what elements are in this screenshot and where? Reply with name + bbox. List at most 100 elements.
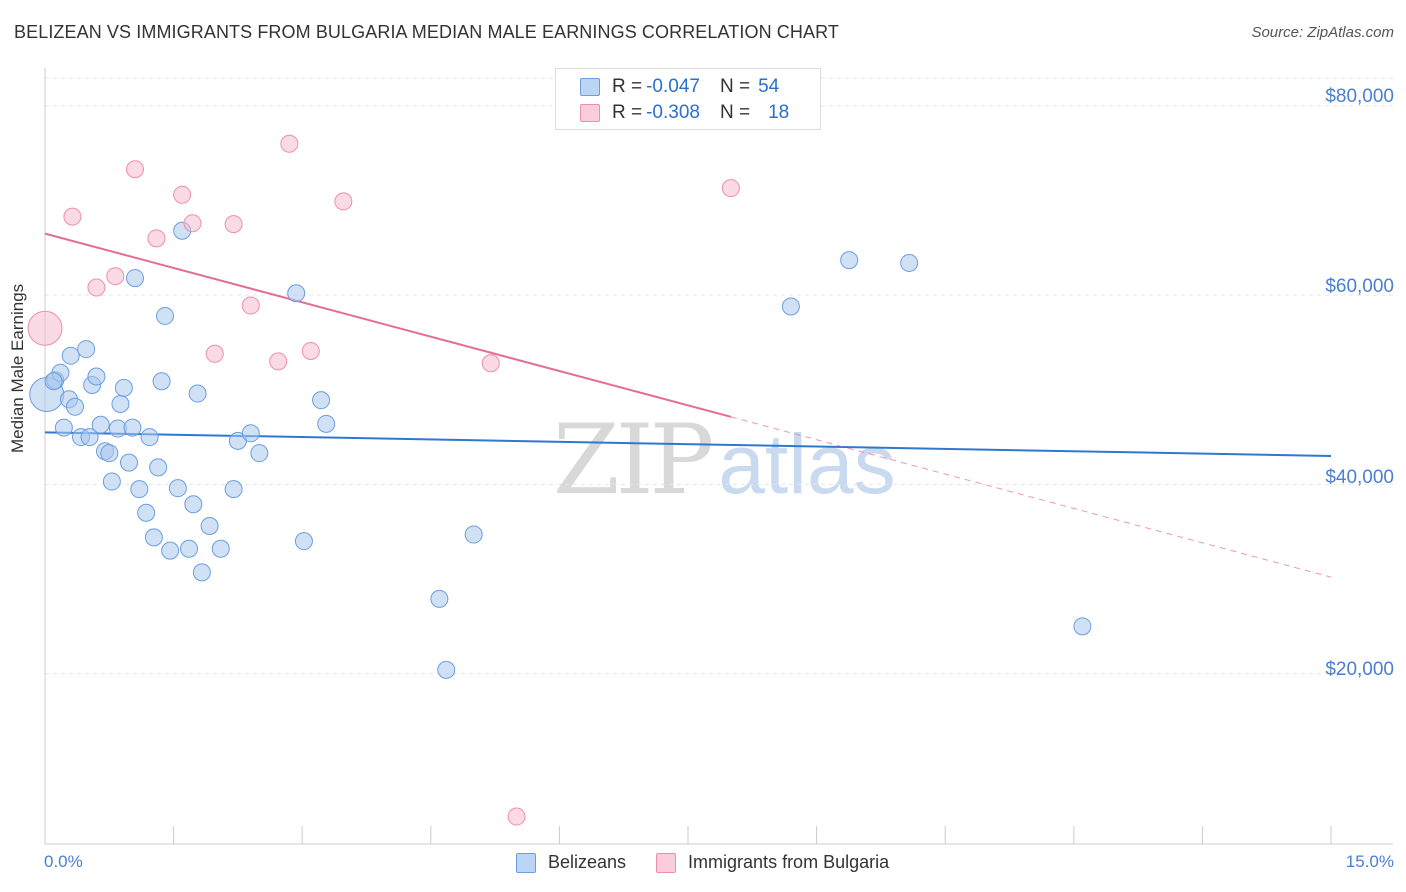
data-point-bulgaria xyxy=(106,267,125,286)
legend-swatch-blue xyxy=(580,78,600,96)
gridlines xyxy=(45,77,1393,675)
data-point-belizeans xyxy=(430,589,449,608)
data-point-bulgaria xyxy=(63,207,82,226)
legend-swatch-blue xyxy=(516,852,536,873)
data-point-bulgaria xyxy=(27,310,63,346)
legend-r-label: R = xyxy=(612,76,643,97)
data-point-belizeans xyxy=(100,444,119,463)
data-point-bulgaria xyxy=(147,229,166,248)
data-point-belizeans xyxy=(188,384,207,403)
data-point-belizeans xyxy=(180,539,199,558)
data-point-belizeans xyxy=(250,444,269,463)
legend-r-value: -0.047 xyxy=(646,76,700,97)
data-point-belizeans xyxy=(312,391,331,410)
data-point-bulgaria xyxy=(173,185,192,204)
data-point-bulgaria xyxy=(224,215,243,234)
data-point-belizeans xyxy=(317,414,336,433)
x-tick-label-min: 0.0% xyxy=(44,852,83,871)
data-point-bulgaria xyxy=(87,278,106,297)
data-point-bulgaria xyxy=(205,344,224,363)
y-tick-label-20000: $20,000 xyxy=(1325,659,1394,680)
chart-title: BELIZEAN VS IMMIGRANTS FROM BULGARIA MED… xyxy=(14,22,839,42)
legend-swatch-pink xyxy=(580,104,600,122)
axes xyxy=(44,68,1393,845)
y-tick-label-60000: $60,000 xyxy=(1325,276,1394,297)
data-point-bulgaria xyxy=(334,192,353,211)
data-point-belizeans xyxy=(87,367,106,386)
data-point-belizeans xyxy=(44,372,63,391)
y-axis-label: Median Male Earnings xyxy=(8,283,27,453)
watermark: ZIPatlas xyxy=(553,404,896,516)
data-point-belizeans xyxy=(66,397,85,416)
data-point-belizeans xyxy=(114,378,133,397)
legend-item-bulgaria[interactable]: Immigrants from Bulgaria xyxy=(656,852,889,873)
data-point-belizeans xyxy=(61,346,80,365)
data-point-belizeans xyxy=(241,424,260,443)
legend-row-bulgaria: R = -0.308 N = 18 xyxy=(580,101,789,125)
data-point-bulgaria xyxy=(126,160,145,179)
data-point-belizeans xyxy=(287,284,306,303)
source-label: Source: ZipAtlas.com xyxy=(1251,24,1394,41)
data-point-belizeans xyxy=(91,415,110,434)
data-point-belizeans xyxy=(200,517,219,536)
data-point-belizeans xyxy=(54,418,73,437)
data-point-belizeans xyxy=(123,418,142,437)
data-point-belizeans xyxy=(437,660,456,679)
correlation-legend: R = -0.047 N = 54 R = -0.308 N = 18 xyxy=(555,68,821,130)
data-point-belizeans xyxy=(80,428,99,447)
trend-line-belizeans xyxy=(44,431,1332,457)
legend-n-label: N = xyxy=(719,76,751,97)
data-point-bulgaria xyxy=(183,214,202,233)
data-point-belizeans xyxy=(149,458,168,477)
legend-n-label: N = xyxy=(719,102,751,123)
legend-n-value: 18 xyxy=(768,102,790,123)
data-point-belizeans xyxy=(192,563,211,582)
data-point-belizeans xyxy=(161,541,180,560)
data-point-bulgaria xyxy=(301,341,320,360)
data-point-belizeans xyxy=(781,297,800,316)
data-point-belizeans xyxy=(77,340,96,359)
data-point-belizeans xyxy=(1073,617,1092,636)
data-point-belizeans xyxy=(156,306,175,325)
data-point-belizeans xyxy=(111,394,130,413)
data-point-belizeans xyxy=(184,495,203,514)
data-point-belizeans xyxy=(102,472,121,491)
legend-r-label: R = xyxy=(612,102,643,123)
data-point-belizeans xyxy=(137,503,156,522)
data-point-belizeans xyxy=(900,253,919,272)
data-point-belizeans xyxy=(294,532,313,551)
legend-label-bulgaria: Immigrants from Bulgaria xyxy=(688,852,890,872)
data-point-belizeans xyxy=(224,480,243,499)
data-point-belizeans xyxy=(464,525,483,544)
trend-line-bulgaria xyxy=(44,232,732,418)
legend-n-value: 54 xyxy=(758,76,780,97)
data-point-belizeans xyxy=(840,251,859,270)
y-tick-label-80000: $80,000 xyxy=(1325,86,1394,107)
data-point-bulgaria xyxy=(507,807,526,826)
data-point-bulgaria xyxy=(280,134,299,153)
trend-lines xyxy=(44,232,1332,578)
data-point-bulgaria xyxy=(481,354,500,373)
data-point-belizeans xyxy=(140,428,159,447)
data-point-belizeans xyxy=(152,372,171,391)
series-legend: Belizeans Immigrants from Bulgaria xyxy=(516,852,919,873)
data-point-belizeans xyxy=(168,479,187,498)
legend-label-belizeans: Belizeans xyxy=(548,852,627,872)
legend-swatch-pink xyxy=(656,852,677,873)
data-point-bulgaria xyxy=(241,296,260,315)
legend-item-belizeans[interactable]: Belizeans xyxy=(516,852,626,873)
data-point-belizeans xyxy=(144,528,163,547)
data-point-belizeans xyxy=(126,269,145,288)
watermark-atlas: atlas xyxy=(718,417,896,511)
x-tick-label-max: 15.0% xyxy=(1345,852,1394,871)
data-points xyxy=(27,134,1092,826)
data-point-bulgaria xyxy=(269,352,288,371)
data-point-belizeans xyxy=(120,453,139,472)
trend-line-extension xyxy=(730,416,1332,578)
data-point-belizeans xyxy=(211,539,230,558)
data-point-belizeans xyxy=(130,480,149,499)
legend-r-value: -0.308 xyxy=(646,102,700,123)
y-tick-label-40000: $40,000 xyxy=(1325,467,1394,488)
data-point-bulgaria xyxy=(721,179,740,198)
